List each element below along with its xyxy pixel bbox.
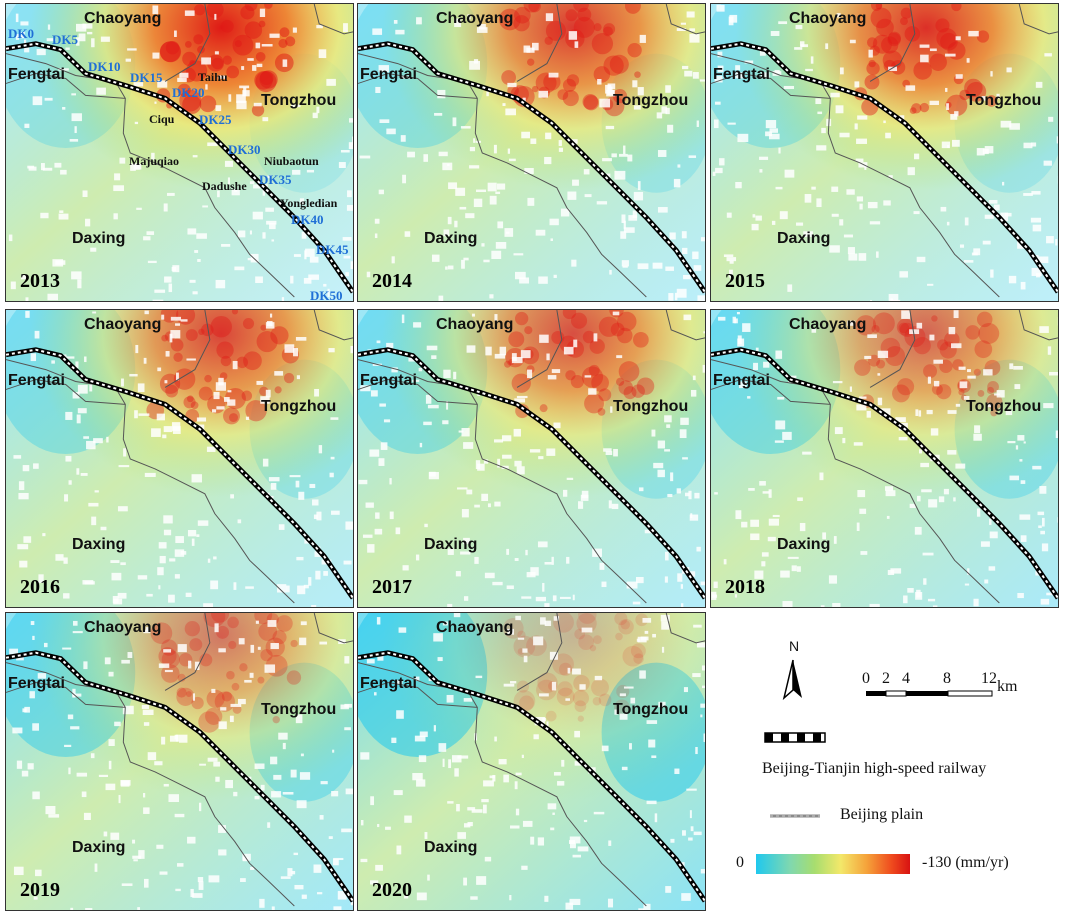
milepost-label: DK30 [228, 142, 261, 157]
milepost-label: DK45 [316, 242, 349, 257]
district-label-fengtai: Fengtai [360, 372, 417, 389]
map-panel: Chaoyang Fengtai Tongzhou Daxing 2016 [5, 309, 354, 608]
plain-label: Beijing plain [840, 806, 924, 823]
district-label-chaoyang: Chaoyang [84, 10, 162, 27]
town-label-majuqiao: Majuqiao [129, 154, 180, 168]
district-label-chaoyang: Chaoyang [84, 619, 162, 636]
district-label-tongzhou: Tongzhou [613, 701, 689, 718]
district-label-daxing: Daxing [72, 536, 126, 553]
year-label: 2018 [725, 576, 765, 598]
scale-tick-4: 4 [902, 670, 910, 687]
district-label-tongzhou: Tongzhou [966, 92, 1042, 109]
map-panel: Chaoyang Fengtai Tongzhou Daxing 2020 [357, 612, 706, 911]
railway-label: Beijing-Tianjin high-speed railway [762, 760, 987, 777]
year-label: 2014 [372, 270, 412, 292]
scale-tick-0: 0 [862, 670, 870, 687]
town-label-yongledian: Yongledian [280, 196, 338, 210]
plain-boundary-icon [770, 814, 820, 818]
milepost-label: DK5 [52, 32, 78, 47]
town-label-ciqu: Ciqu [149, 112, 175, 126]
district-label-chaoyang: Chaoyang [84, 316, 162, 333]
year-label: 2020 [372, 879, 412, 901]
district-label-tongzhou: Tongzhou [613, 398, 689, 415]
district-label-chaoyang: Chaoyang [436, 619, 514, 636]
milepost-label: DK40 [291, 212, 324, 227]
map-panel: Chaoyang Fengtai Tongzhou Daxing 2019 [5, 612, 354, 911]
district-label-tongzhou: Tongzhou [261, 92, 337, 109]
year-label: 2013 [20, 270, 60, 292]
milepost-label: DK50 [310, 288, 343, 302]
district-label-fengtai: Fengtai [713, 372, 770, 389]
color-min-label: 0 [736, 854, 744, 871]
district-label-daxing: Daxing [72, 230, 126, 247]
district-label-chaoyang: Chaoyang [789, 10, 867, 27]
district-label-tongzhou: Tongzhou [613, 92, 689, 109]
milepost-label: DK35 [259, 172, 292, 187]
year-label: 2016 [20, 576, 60, 598]
district-label-tongzhou: Tongzhou [261, 701, 337, 718]
map-panel: Chaoyang Fengtai Tongzhou Daxing 2018 [710, 309, 1059, 608]
north-arrow-icon [782, 659, 802, 701]
scale-unit: km [997, 678, 1018, 695]
district-label-daxing: Daxing [424, 536, 478, 553]
legend: N 0 2 4 8 12 km Beijing-Tianjin high-spe… [712, 612, 1062, 912]
year-label: 2015 [725, 270, 765, 292]
scale-tick-12: 12 [981, 670, 997, 687]
railway-symbol-icon [764, 732, 826, 743]
district-label-tongzhou: Tongzhou [261, 398, 337, 415]
year-label: 2019 [20, 879, 60, 901]
milepost-label: DK20 [172, 85, 205, 100]
district-label-chaoyang: Chaoyang [436, 10, 514, 27]
district-label-fengtai: Fengtai [8, 66, 65, 83]
district-label-daxing: Daxing [424, 839, 478, 856]
town-label-niubaotun: Niubaotun [264, 154, 319, 168]
color-max-label: -130 (mm/yr) [922, 854, 1009, 871]
milepost-label: DK25 [199, 112, 232, 127]
color-ramp [756, 854, 910, 874]
north-label: N [789, 638, 800, 654]
map-panel: Chaoyang Fengtai Tongzhou Daxing 2015 [710, 3, 1059, 302]
scale-bar: 0 2 4 8 12 km [862, 670, 1017, 700]
district-label-daxing: Daxing [777, 230, 831, 247]
district-label-fengtai: Fengtai [8, 372, 65, 389]
town-label-dadushe: Dadushe [202, 179, 247, 193]
district-label-fengtai: Fengtai [8, 675, 65, 692]
district-label-daxing: Daxing [72, 839, 126, 856]
district-label-daxing: Daxing [424, 230, 478, 247]
milepost-label: DK15 [130, 70, 163, 85]
district-label-chaoyang: Chaoyang [436, 316, 514, 333]
scale-tick-2: 2 [882, 670, 890, 687]
district-label-daxing: Daxing [777, 536, 831, 553]
map-panel: Chaoyang Fengtai Tongzhou Daxing 2014 [357, 3, 706, 302]
district-label-fengtai: Fengtai [360, 66, 417, 83]
milepost-label: DK10 [88, 59, 121, 74]
district-label-tongzhou: Tongzhou [966, 398, 1042, 415]
district-label-fengtai: Fengtai [713, 66, 770, 83]
year-label: 2017 [372, 576, 412, 598]
milepost-label: DK0 [8, 26, 34, 41]
district-label-fengtai: Fengtai [360, 675, 417, 692]
map-panel: Chaoyang Fengtai Tongzhou Daxing 2017 [357, 309, 706, 608]
district-label-chaoyang: Chaoyang [789, 316, 867, 333]
map-panel: Chaoyang Fengtai Tongzhou Daxing 2013 Taihu Ci… [5, 3, 354, 302]
scale-tick-8: 8 [943, 670, 951, 687]
town-label-taihu: Taihu [198, 70, 228, 84]
